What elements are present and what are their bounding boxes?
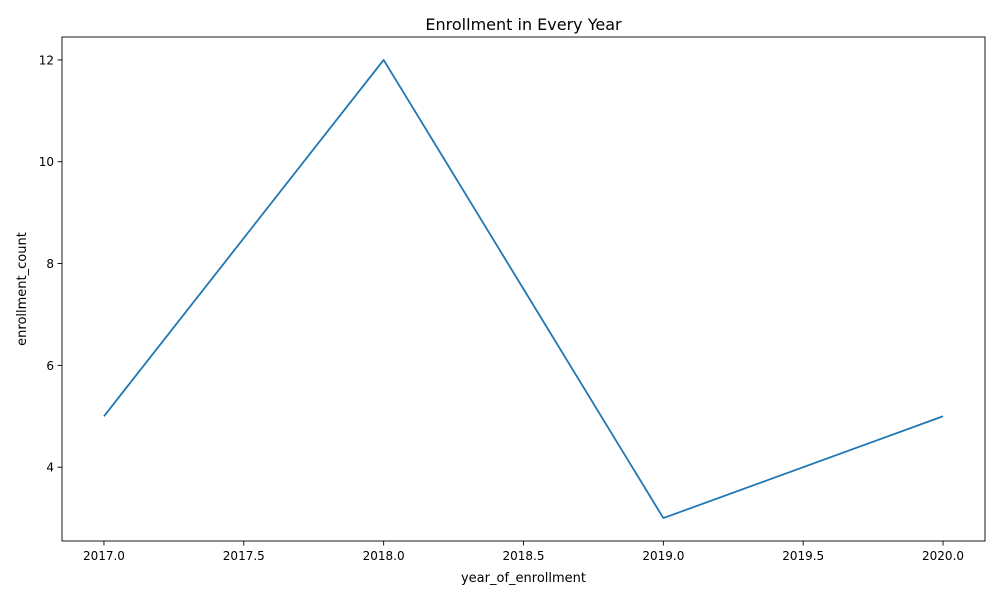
x-tick-label: 2019.0 <box>642 549 684 563</box>
y-tick-label: 4 <box>46 461 54 475</box>
x-tick-label: 2019.5 <box>782 549 824 563</box>
y-axis-label: enrollment_count <box>15 232 30 346</box>
y-tick-label: 6 <box>46 359 54 373</box>
x-axis-label: year_of_enrollment <box>461 571 586 586</box>
series-line <box>103 59 944 519</box>
x-tick-label: 2020.0 <box>922 549 964 563</box>
x-tick-label: 2018.0 <box>363 549 405 563</box>
x-tick-label: 2017.5 <box>223 549 265 563</box>
y-tick-label: 10 <box>39 155 54 169</box>
y-tick-label: 12 <box>39 53 54 67</box>
chart-title: Enrollment in Every Year <box>425 15 622 34</box>
x-tick-label: 2017.0 <box>83 549 125 563</box>
x-tick-label: 2018.5 <box>503 549 545 563</box>
plot-area: 2017.0 2017.5 2018.0 2018.5 2019.0 2019.5 2020… <box>39 36 986 563</box>
y-tick-label: 8 <box>46 257 54 271</box>
